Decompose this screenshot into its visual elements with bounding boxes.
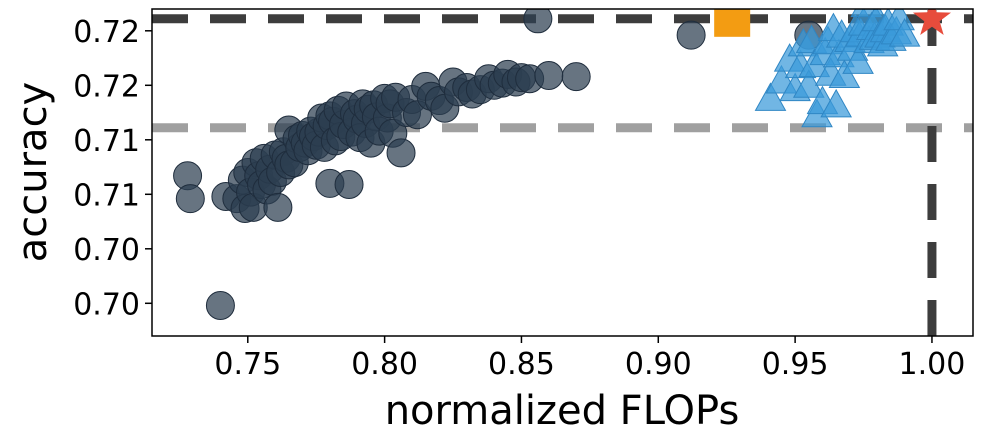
circle-point <box>386 138 416 168</box>
triangle-point <box>820 88 853 118</box>
data-markers <box>173 9 951 320</box>
triangle-point <box>842 45 874 74</box>
x-tick-label: 0.80 <box>351 347 418 382</box>
y-tick-label: 0.71 <box>73 124 140 159</box>
triangle-point <box>754 82 787 111</box>
star-point <box>912 9 951 35</box>
circle-point <box>334 169 364 199</box>
x-tick-label: 0.95 <box>762 347 829 382</box>
y-axis-label: accuracy <box>10 82 56 262</box>
x-tick-label: 1.00 <box>899 347 966 382</box>
x-tick-label: 0.90 <box>625 347 692 382</box>
x-tick-label: 0.85 <box>488 347 555 382</box>
y-tick-label: 0.70 <box>73 233 140 268</box>
triangle-point <box>828 59 861 88</box>
circle-point <box>205 290 235 320</box>
x-axis-ticks: 0.75 0.80 0.85 0.90 0.95 1.00 <box>214 336 965 382</box>
circle-point <box>523 9 553 34</box>
y-tick-label: 0.72 <box>73 69 140 104</box>
triangle-point <box>888 18 921 47</box>
circle-point <box>676 20 706 50</box>
circle-point <box>561 62 591 92</box>
plot-frame <box>151 8 974 337</box>
x-tick-label: 0.75 <box>214 347 281 382</box>
y-tick-label: 0.71 <box>73 178 140 213</box>
square-point <box>714 9 751 37</box>
y-tick-label: 0.72 <box>73 15 140 50</box>
circle-point <box>175 184 205 214</box>
circle-point <box>534 60 564 90</box>
x-axis-label: normalized FLOPs <box>385 388 740 434</box>
y-tick-label: 0.70 <box>73 287 140 322</box>
y-axis-ticks: 0.70 0.70 0.71 0.71 0.72 0.72 <box>73 15 152 322</box>
circle-point <box>263 192 293 222</box>
